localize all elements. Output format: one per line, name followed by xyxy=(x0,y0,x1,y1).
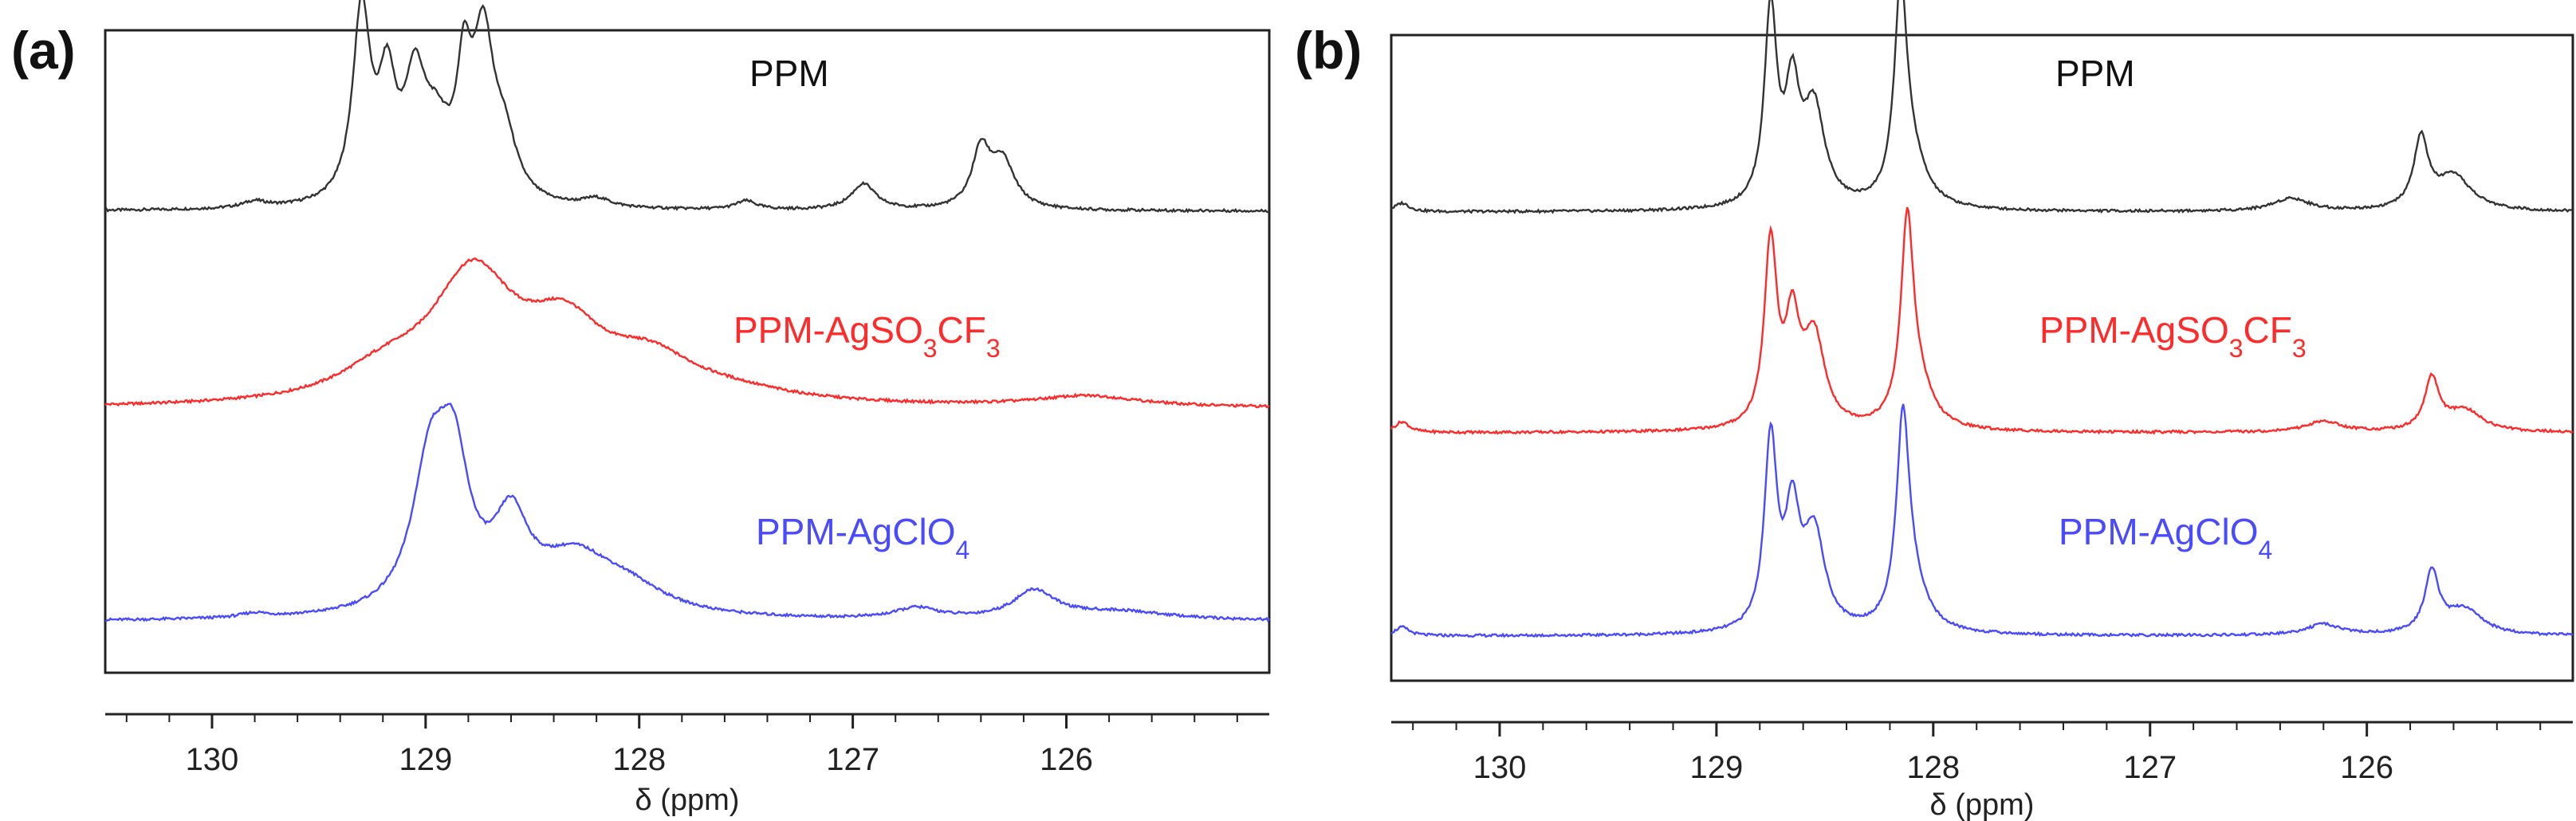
x-tick-label: 129 xyxy=(1690,750,1744,785)
spectrum-ppm xyxy=(1390,0,2574,214)
panel-b-label-agso3cf3: PPM-AgSO3CF3 xyxy=(2039,309,2307,363)
panel-b-frame xyxy=(1390,33,2574,682)
panel-b: (b) 130 129 128 127 126 δ (ppm) PPM PPM-AgSO… xyxy=(1295,0,2574,821)
panel-a-label: (a) xyxy=(11,21,76,80)
panel-a-label-agclo4: PPM-AgClO4 xyxy=(756,511,969,564)
spectrum-agclo4 xyxy=(104,403,1271,623)
x-tick-label: 126 xyxy=(2340,750,2393,785)
panel-b-label-ppm: PPM xyxy=(2055,53,2135,94)
x-tick-label: 130 xyxy=(186,742,239,777)
x-tick-label: 128 xyxy=(1906,750,1960,785)
x-tick-label: 126 xyxy=(1040,742,1093,777)
panel-b-ticks: 130 129 128 127 126 xyxy=(1412,722,2542,785)
panel-a-frame xyxy=(104,29,1271,674)
panel-b-x-axis-title: δ (ppm) xyxy=(1930,788,2035,821)
panel-a-ticks: 130 129 128 127 126 xyxy=(125,714,1238,777)
panel-a: (a) 130 129 128 127 126 δ (ppm) PPM PPM-AgSO… xyxy=(11,0,1271,817)
panel-a-spectra xyxy=(104,0,1271,623)
panel-a-label-agso3cf3: PPM-AgSO3CF3 xyxy=(733,309,1001,363)
x-tick-label: 128 xyxy=(612,742,666,777)
x-tick-label: 129 xyxy=(399,742,452,777)
x-tick-label: 127 xyxy=(2123,750,2177,785)
panel-b-label-agclo4: PPM-AgClO4 xyxy=(2059,511,2272,564)
spectrum-agclo4 xyxy=(1390,403,2574,638)
panel-b-spectra xyxy=(1390,0,2574,638)
panel-b-label: (b) xyxy=(1295,21,1362,80)
spectrum-agso3cf3 xyxy=(1390,206,2574,435)
x-tick-label: 130 xyxy=(1473,750,1527,785)
spectrum-agso3cf3 xyxy=(104,257,1270,409)
panel-a-label-ppm: PPM xyxy=(749,53,829,94)
panel-a-x-axis-title: δ (ppm) xyxy=(635,784,740,817)
spectrum-ppm xyxy=(104,0,1270,214)
x-tick-label: 127 xyxy=(826,742,879,777)
